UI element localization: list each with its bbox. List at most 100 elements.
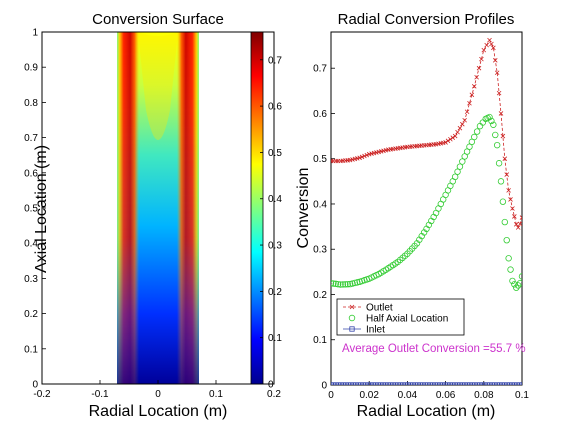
series-half-axial-location-point xyxy=(503,236,510,244)
heatmap-center-cone xyxy=(138,32,178,140)
series-half-axial-location-point xyxy=(459,158,466,165)
profiles-x-tick-label: 0.08 xyxy=(474,390,494,401)
series-half-axial-location-point xyxy=(492,131,499,139)
series-half-axial-location-point xyxy=(486,113,493,121)
series-outlet-point xyxy=(502,156,508,162)
series-half-axial-location-point xyxy=(516,279,522,287)
heatmap-x-tick-label: 0.1 xyxy=(209,389,223,400)
legend-label: Outlet xyxy=(366,303,393,314)
series-outlet-point xyxy=(445,138,451,144)
series-inlet xyxy=(331,382,522,385)
series-half-axial-location-point xyxy=(495,160,503,167)
series-half-axial-location-point xyxy=(505,255,512,262)
series-half-axial-location-point xyxy=(476,122,484,130)
series-outlet-point xyxy=(474,74,479,80)
series-half-axial-location-point xyxy=(479,119,487,126)
series-outlet-point xyxy=(357,155,362,161)
series-half-axial-location-point xyxy=(339,281,347,288)
colorbar-tick-label: 0.1 xyxy=(268,333,282,344)
legend-entry: Inlet xyxy=(343,325,385,336)
colorbar-gradient xyxy=(250,31,264,385)
profiles-y-tick-label: 0 xyxy=(321,381,327,392)
heatmap-y-tick-label: 0.7 xyxy=(24,133,38,144)
series-outlet-point xyxy=(494,70,500,76)
series-half-axial-location-point xyxy=(332,280,339,288)
heatmap-title: Conversion Surface xyxy=(92,11,224,28)
profiles-y-tick-label: 0.5 xyxy=(313,154,327,165)
heatmap-x-tick-label: -0.2 xyxy=(33,389,51,400)
series-outlet-point xyxy=(455,129,460,135)
heatmap-y-ticks: 0 0.1 0.2 0.3 0.4 0.5 0.6 0.7 0.8 0.9 1 xyxy=(24,28,46,391)
heatmap-x-tick-label: 0.2 xyxy=(267,389,281,400)
series-half-axial-location-point xyxy=(497,178,505,185)
series-outlet-point xyxy=(443,140,448,145)
series-half-axial-location-point xyxy=(509,277,516,285)
series-half-axial-location-point xyxy=(488,117,495,125)
profiles-x-tick-label: 0.02 xyxy=(359,390,379,401)
series-half-axial-location-point xyxy=(451,173,459,181)
legend-label: Half Axial Location xyxy=(366,314,448,325)
series-outlet-point xyxy=(460,121,465,127)
series-outlet-point xyxy=(513,222,519,227)
series-outlet-point xyxy=(506,188,511,193)
series-outlet-point xyxy=(515,225,521,230)
series-half-axial-location-point xyxy=(493,141,501,149)
profiles-y-tick-label: 0.4 xyxy=(313,199,327,210)
series-half-axial-location-point xyxy=(513,284,520,291)
series-half-axial-location-point xyxy=(354,279,361,286)
series-half-axial-location-point xyxy=(490,121,497,128)
colorbar-tick-label: 0.5 xyxy=(268,148,282,159)
series-outlet-point xyxy=(487,37,492,43)
profiles-xlabel: Radial Location (m) xyxy=(357,403,496,420)
series-outlet-point xyxy=(471,84,477,89)
series-inlet-point xyxy=(519,382,522,385)
series-outlet-point xyxy=(498,111,504,116)
profiles-panel: Radial Conversion Profiles 0 0.02 0.04 0.06… xyxy=(295,11,529,420)
legend-marker xyxy=(348,314,356,322)
series-half-axial-location-point xyxy=(471,133,478,141)
series-outlet-point xyxy=(476,65,482,71)
profiles-title: Radial Conversion Profiles xyxy=(338,11,515,28)
series-half-axial-location-point xyxy=(346,280,354,288)
series-half-axial-location-point xyxy=(331,279,335,287)
series-outlet-point xyxy=(469,92,475,98)
series-outlet-point xyxy=(457,125,463,131)
profiles-y-tick-label: 0.7 xyxy=(313,64,327,75)
series-outlet-point xyxy=(364,152,370,158)
series-outlet-point xyxy=(489,41,494,47)
heatmap-surface xyxy=(117,32,199,384)
profiles-y-tick-label: 0.3 xyxy=(313,245,327,256)
heatmap-y-tick-label: 0.1 xyxy=(24,344,38,355)
series-half-axial-location-point xyxy=(518,273,522,280)
series-outlet-point xyxy=(362,153,367,159)
series-outlet-point xyxy=(479,56,484,62)
profiles-y-tick-label: 0.1 xyxy=(313,335,327,346)
series-outlet xyxy=(331,37,522,230)
series-half-axial-location-line xyxy=(331,117,522,288)
series-half-axial-location-point xyxy=(501,218,509,226)
heatmap-x-tick-label: -0.1 xyxy=(91,389,109,400)
series-outlet-point xyxy=(452,133,458,139)
series-outlet-point xyxy=(492,58,498,63)
profiles-x-tick-label: 0.04 xyxy=(398,390,418,401)
colorbar-ticks: 0 0.1 0.2 0.3 0.4 0.5 0.6 0.7 xyxy=(260,55,282,391)
series-outlet-point xyxy=(517,221,522,227)
legend-marker xyxy=(349,326,355,332)
profiles-x-ticks: 0 0.02 0.04 0.06 0.08 0.1 xyxy=(328,381,529,401)
profiles-ylabel: Conversion xyxy=(295,168,312,249)
heatmap-wall-left xyxy=(117,32,139,384)
heatmap-y-tick-label: 0 xyxy=(32,380,38,391)
profiles-x-tick-label: 0.1 xyxy=(515,390,529,401)
profiles-x-tick-label: 0 xyxy=(328,390,334,401)
series-half-axial-location-point xyxy=(334,280,342,288)
series-outlet-point xyxy=(467,100,472,106)
series-inlet-point xyxy=(331,382,334,385)
series-half-axial-location xyxy=(331,113,522,291)
series-outlet-point xyxy=(508,197,513,202)
series-half-axial-location-point xyxy=(331,280,337,287)
series-half-axial-location-point xyxy=(499,198,507,205)
series-outlet-point xyxy=(519,215,522,220)
heatmap-y-tick-label: 1 xyxy=(32,28,38,39)
